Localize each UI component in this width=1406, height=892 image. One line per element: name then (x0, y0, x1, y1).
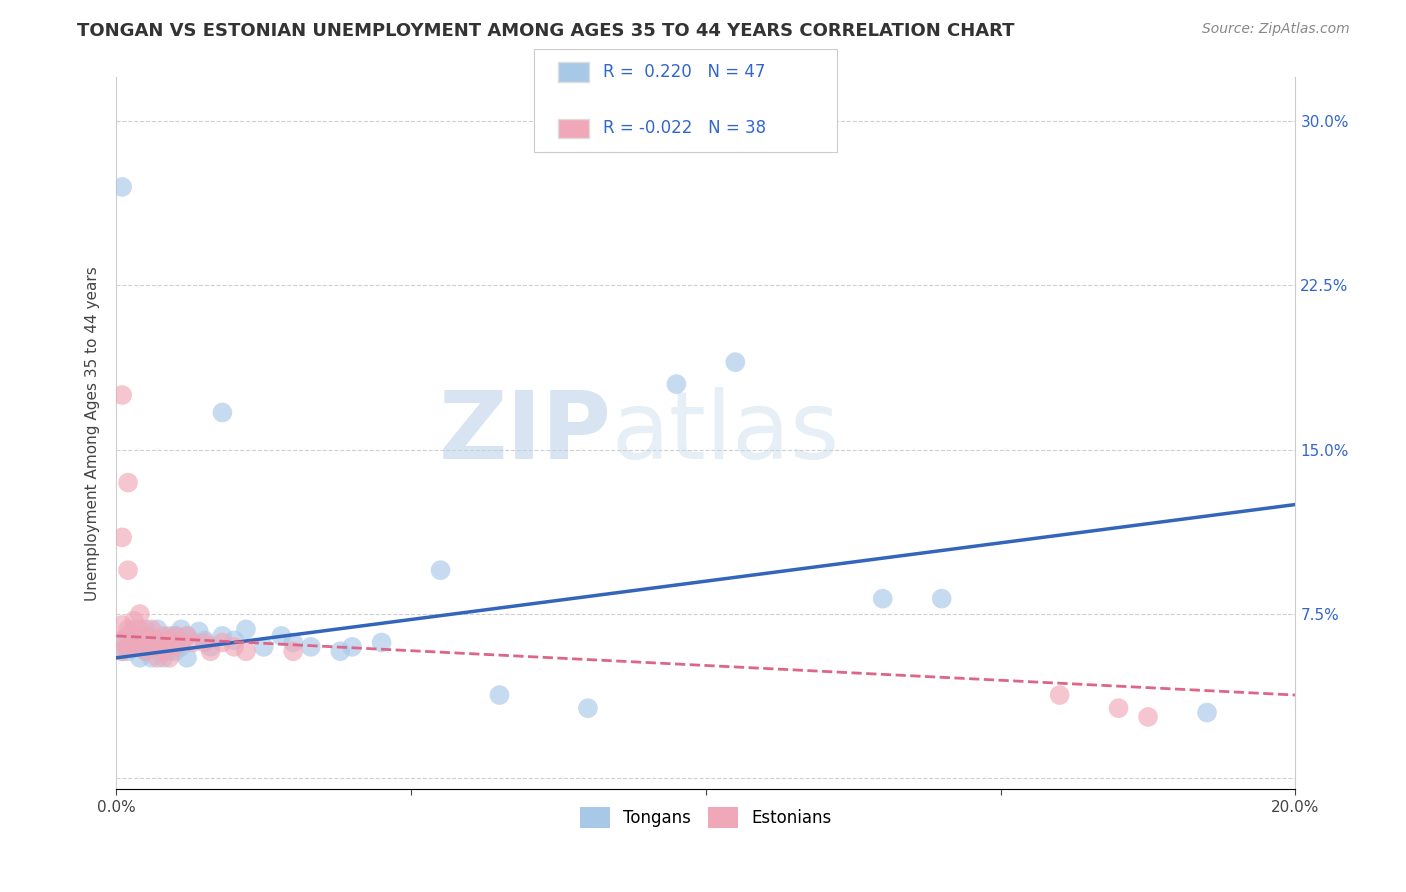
Point (576, 701, 599, 715)
Point (146, 640, 169, 654)
Point (152, 650, 174, 665)
Point (128, 633, 150, 648)
Legend: Tongans, Estonians: Tongans, Estonians (574, 801, 838, 834)
Point (1195, 706, 1218, 720)
Point (157, 633, 180, 648)
Point (429, 563, 451, 577)
Point (170, 635, 193, 649)
Point (211, 635, 233, 649)
Point (1108, 701, 1130, 715)
Point (111, 633, 134, 648)
Point (157, 650, 180, 665)
Point (281, 635, 304, 649)
Point (122, 614, 145, 628)
Point (724, 355, 747, 369)
Point (122, 623, 145, 637)
Point (211, 629, 233, 643)
Point (157, 644, 180, 658)
Point (176, 650, 198, 665)
Text: R =  0.220   N = 47: R = 0.220 N = 47 (603, 63, 765, 81)
Point (146, 633, 169, 648)
Point (281, 644, 304, 658)
Point (117, 475, 139, 490)
Point (141, 623, 163, 637)
Point (329, 644, 352, 658)
Point (370, 635, 392, 649)
Point (111, 388, 134, 402)
Point (165, 640, 187, 654)
Point (1049, 688, 1071, 702)
Text: ZIP: ZIP (439, 387, 612, 479)
Point (187, 624, 209, 639)
Point (146, 623, 169, 637)
Point (122, 640, 145, 654)
Point (122, 633, 145, 648)
Point (111, 180, 134, 194)
Point (141, 633, 163, 648)
Point (200, 640, 222, 654)
Point (665, 377, 688, 392)
Point (152, 633, 174, 648)
Point (128, 607, 150, 621)
Point (200, 644, 222, 658)
Point (128, 640, 150, 654)
Point (117, 644, 139, 658)
Point (111, 644, 134, 658)
Point (235, 644, 257, 658)
Point (170, 640, 193, 654)
Point (235, 623, 257, 637)
Point (931, 591, 953, 606)
Point (488, 688, 510, 702)
Text: R = -0.022   N = 38: R = -0.022 N = 38 (603, 120, 766, 137)
Point (224, 640, 246, 654)
Point (165, 629, 187, 643)
Point (117, 629, 139, 643)
Point (194, 633, 217, 648)
Point (152, 629, 174, 643)
Point (111, 633, 134, 648)
Point (170, 623, 193, 637)
Point (135, 644, 157, 658)
Point (176, 629, 198, 643)
Text: TONGAN VS ESTONIAN UNEMPLOYMENT AMONG AGES 35 TO 44 YEARS CORRELATION CHART: TONGAN VS ESTONIAN UNEMPLOYMENT AMONG AG… (77, 22, 1015, 40)
Point (224, 633, 246, 648)
Point (135, 629, 157, 643)
Point (117, 640, 139, 654)
Point (141, 650, 163, 665)
Point (872, 591, 894, 606)
Point (270, 629, 292, 643)
Point (111, 618, 134, 632)
Point (165, 644, 187, 658)
Y-axis label: Unemployment Among Ages 35 to 44 years: Unemployment Among Ages 35 to 44 years (86, 266, 100, 600)
Point (128, 623, 150, 637)
Point (299, 640, 322, 654)
Point (141, 640, 163, 654)
Point (111, 644, 134, 658)
Point (117, 563, 139, 577)
Text: atlas: atlas (612, 387, 839, 479)
Point (117, 623, 139, 637)
Point (194, 635, 217, 649)
Point (211, 405, 233, 419)
Point (340, 640, 363, 654)
Point (157, 629, 180, 643)
Point (111, 530, 134, 544)
Point (1137, 710, 1160, 724)
Point (181, 635, 204, 649)
Point (128, 650, 150, 665)
Point (176, 629, 198, 643)
Point (152, 644, 174, 658)
Point (165, 629, 187, 643)
Point (253, 640, 276, 654)
Text: Source: ZipAtlas.com: Source: ZipAtlas.com (1202, 22, 1350, 37)
Point (135, 623, 157, 637)
Point (135, 644, 157, 658)
Point (146, 650, 169, 665)
